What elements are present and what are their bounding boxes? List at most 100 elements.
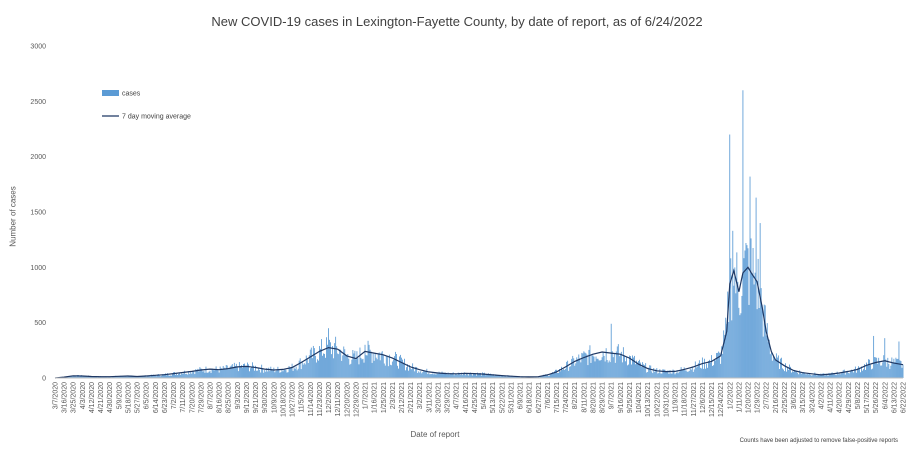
case-bar xyxy=(247,362,248,378)
case-bar xyxy=(210,372,212,378)
case-bar xyxy=(385,356,387,378)
case-bar xyxy=(255,365,257,378)
x-tick-label: 10/18/2020 xyxy=(281,382,288,417)
case-bar xyxy=(218,372,220,378)
case-bar xyxy=(120,375,122,378)
case-bar xyxy=(174,372,175,378)
case-bar xyxy=(317,360,319,378)
x-tick-label: 10/22/2021 xyxy=(654,382,661,417)
case-bar xyxy=(367,340,369,378)
case-bar xyxy=(738,307,740,378)
case-bar xyxy=(324,353,325,378)
case-bar xyxy=(231,364,233,378)
case-bar xyxy=(616,346,618,378)
case-bar xyxy=(669,370,671,378)
case-bar xyxy=(568,370,570,378)
case-bar xyxy=(894,362,896,378)
case-bar xyxy=(281,369,283,378)
case-bar xyxy=(673,370,675,378)
case-bar xyxy=(302,364,304,378)
x-tick-label: 11/27/2021 xyxy=(691,382,698,417)
case-bar xyxy=(741,295,743,378)
case-bar xyxy=(228,368,230,378)
case-bar xyxy=(851,370,853,378)
case-bar xyxy=(800,372,802,378)
case-bar xyxy=(643,364,645,378)
case-bar xyxy=(326,337,327,378)
case-bar xyxy=(353,353,355,378)
case-bar xyxy=(109,376,111,378)
case-bar xyxy=(681,369,683,378)
case-bar xyxy=(438,371,440,378)
case-bar xyxy=(185,374,187,378)
case-bar xyxy=(877,363,879,378)
case-bar xyxy=(369,349,371,378)
x-tick-label: 5/27/2020 xyxy=(135,382,142,413)
chart-note: Counts have been adjusted to remove fals… xyxy=(739,438,898,444)
case-bar xyxy=(215,366,217,378)
case-bar xyxy=(535,376,537,378)
case-bar xyxy=(89,376,90,378)
case-bar xyxy=(581,352,583,378)
case-bar xyxy=(890,365,892,378)
case-bar xyxy=(733,285,735,378)
case-bar xyxy=(652,373,654,378)
case-bar xyxy=(145,376,147,378)
x-tick-label: 3/11/2021 xyxy=(426,382,433,413)
case-bar xyxy=(752,248,754,378)
case-bar xyxy=(728,321,730,378)
case-bar xyxy=(723,330,725,378)
case-bar xyxy=(278,369,280,378)
case-bar xyxy=(588,349,590,378)
case-bar xyxy=(787,367,788,378)
case-bar xyxy=(823,373,825,378)
case-bar xyxy=(191,373,193,378)
case-bar xyxy=(485,375,487,378)
case-bar xyxy=(148,375,150,378)
x-tick-label: 11/5/2020 xyxy=(299,382,306,413)
case-bar xyxy=(351,359,353,378)
case-bar xyxy=(813,374,815,378)
case-bar xyxy=(253,365,255,378)
case-bar xyxy=(596,358,598,378)
case-bar xyxy=(687,371,689,378)
case-bar xyxy=(245,366,246,378)
case-bar xyxy=(451,373,453,378)
case-bar xyxy=(896,359,898,378)
case-bar xyxy=(275,371,277,378)
y-tick-label: 2000 xyxy=(30,154,46,161)
case-bar xyxy=(561,366,562,378)
case-bar xyxy=(244,363,245,378)
case-bar xyxy=(300,369,302,378)
case-bar xyxy=(885,359,887,378)
case-bar xyxy=(167,373,168,378)
case-bar xyxy=(715,360,716,378)
case-bar xyxy=(134,376,136,378)
chart-title: New COVID-19 cases in Lexington-Fayette … xyxy=(211,14,703,29)
case-bar xyxy=(331,354,333,378)
case-bar xyxy=(883,355,885,378)
case-bar xyxy=(168,375,169,378)
case-bar xyxy=(256,370,258,378)
case-bar xyxy=(801,373,803,378)
case-bar xyxy=(389,364,391,378)
case-bar xyxy=(360,357,362,378)
case-bar xyxy=(287,372,289,378)
case-bar xyxy=(840,373,842,378)
case-bar xyxy=(584,352,586,378)
case-bar xyxy=(436,373,438,378)
x-tick-label: 7/15/2021 xyxy=(554,382,561,413)
case-bar xyxy=(552,372,553,378)
case-bar xyxy=(560,371,561,378)
case-bar xyxy=(193,371,195,378)
case-bar xyxy=(766,323,768,378)
case-bar xyxy=(427,374,429,378)
case-bar xyxy=(237,371,239,378)
case-bar xyxy=(605,348,607,378)
x-tick-label: 7/11/2020 xyxy=(180,382,187,413)
case-bar xyxy=(510,376,512,378)
case-bar xyxy=(514,376,516,378)
x-tick-label: 9/3/2020 xyxy=(235,382,242,409)
case-bar xyxy=(295,366,297,378)
case-bar xyxy=(668,373,670,378)
